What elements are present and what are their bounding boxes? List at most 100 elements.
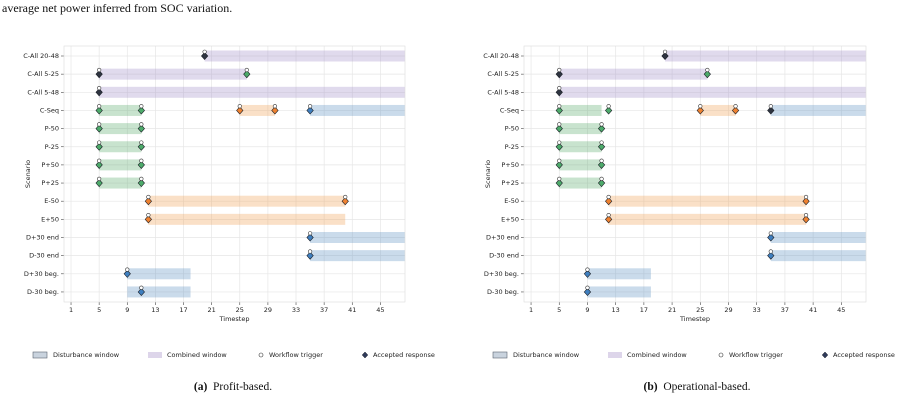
trigger-marker [557, 104, 562, 109]
response-marker [767, 106, 775, 115]
window-bar [608, 213, 807, 225]
response-marker [597, 142, 606, 151]
window-bar [608, 195, 807, 207]
plot-frame [64, 46, 405, 302]
y-tick-label: C-Seq [40, 106, 59, 114]
x-tick-label: 13 [612, 306, 620, 314]
x-tick-label: 21 [208, 306, 216, 314]
x-tick-label: 45 [376, 306, 384, 314]
window-bar [559, 104, 602, 116]
window-bar [99, 123, 142, 135]
trigger-marker [557, 176, 562, 181]
window-bar [700, 104, 736, 116]
response-marker [597, 124, 606, 133]
y-axis-label: Scenario [24, 160, 32, 188]
x-tick-label: 17 [640, 306, 648, 314]
trigger-marker [606, 104, 611, 109]
y-tick-label: D-30 beg. [27, 288, 59, 296]
trigger-marker [698, 104, 703, 109]
window-bar [665, 50, 866, 62]
response-marker [137, 142, 145, 151]
response-marker [137, 106, 145, 115]
x-axis-label: Timestep [219, 315, 250, 323]
trigger-marker [97, 122, 102, 127]
legend-label: Combined window [627, 351, 687, 359]
response-marker [341, 197, 349, 206]
legend-swatch [718, 352, 724, 358]
legend-label: Combined window [167, 351, 227, 359]
trigger-marker [557, 158, 562, 163]
window-bar [310, 232, 405, 243]
response-marker [597, 160, 606, 169]
trigger-marker [803, 194, 809, 200]
legend-label: Accepted response [373, 351, 435, 359]
caption-label: (b) [644, 381, 658, 393]
trigger-marker [139, 104, 144, 109]
response-marker [137, 160, 145, 169]
y-tick-label: D+30 beg. [24, 270, 59, 278]
trigger-marker [272, 104, 278, 109]
x-tick-label: 1 [69, 306, 73, 314]
x-tick-label: 9 [125, 306, 129, 314]
plot-border [523, 45, 867, 303]
trigger-marker [97, 104, 102, 109]
y-tick-label: P-50 [505, 125, 519, 133]
page-text: average net power inferred from SOC vari… [2, 1, 232, 15]
trigger-marker [705, 67, 710, 73]
trigger-marker [139, 122, 144, 127]
legend-swatch [608, 352, 622, 358]
window-bar [127, 286, 191, 298]
response-marker [95, 70, 103, 79]
y-tick-label: P+50 [501, 161, 519, 169]
x-tick-label: 37 [781, 306, 789, 314]
x-tick-label: 21 [668, 306, 676, 314]
x-tick-label: 17 [179, 306, 187, 314]
window-bar [770, 232, 866, 243]
window-bar [127, 268, 191, 280]
window-bar [148, 213, 346, 225]
y-tick-label: E-50 [504, 197, 519, 205]
window-bar [99, 104, 142, 116]
y-tick-label: P+25 [41, 179, 59, 187]
y-tick-label: C-All 5-48 [487, 88, 519, 96]
x-tick-label: 29 [724, 306, 732, 314]
response-marker [555, 106, 563, 115]
x-tick-label: 41 [809, 306, 817, 314]
response-marker [597, 178, 606, 188]
trigger-marker [237, 104, 242, 109]
response-marker [137, 178, 145, 188]
window-bar [99, 86, 406, 98]
caption: (b) Operational-based. [644, 381, 751, 393]
response-marker [605, 215, 613, 224]
trigger-marker [307, 104, 313, 109]
x-tick-label: 29 [264, 306, 272, 314]
window-bar [559, 68, 708, 80]
trigger-marker [662, 49, 668, 54]
y-tick-label: E-50 [44, 197, 59, 205]
window-bar [770, 250, 866, 262]
response-marker [731, 106, 740, 115]
legend-label: Accepted response [833, 351, 895, 359]
trigger-marker [97, 67, 102, 73]
response-marker [95, 88, 103, 97]
window-bar [559, 86, 866, 98]
trigger-marker [97, 176, 102, 181]
response-marker [201, 51, 209, 61]
window-bar [310, 250, 405, 262]
x-tick-label: 33 [292, 306, 300, 314]
trigger-marker [146, 213, 151, 218]
caption-text: Profit-based. [213, 381, 272, 393]
trigger-marker [139, 158, 144, 163]
caption-label: (a) [194, 381, 208, 393]
trigger-marker [733, 104, 738, 109]
trigger-marker [768, 231, 773, 236]
response-marker [144, 197, 152, 206]
y-tick-label: C-All 5-25 [487, 70, 519, 78]
y-tick-label: D-30 beg. [487, 288, 519, 296]
response-marker [137, 124, 145, 133]
trigger-marker [244, 67, 249, 73]
x-tick-label: 13 [151, 306, 159, 314]
window-bar [559, 159, 602, 171]
y-tick-label: P-50 [45, 125, 59, 133]
response-marker [306, 251, 314, 260]
